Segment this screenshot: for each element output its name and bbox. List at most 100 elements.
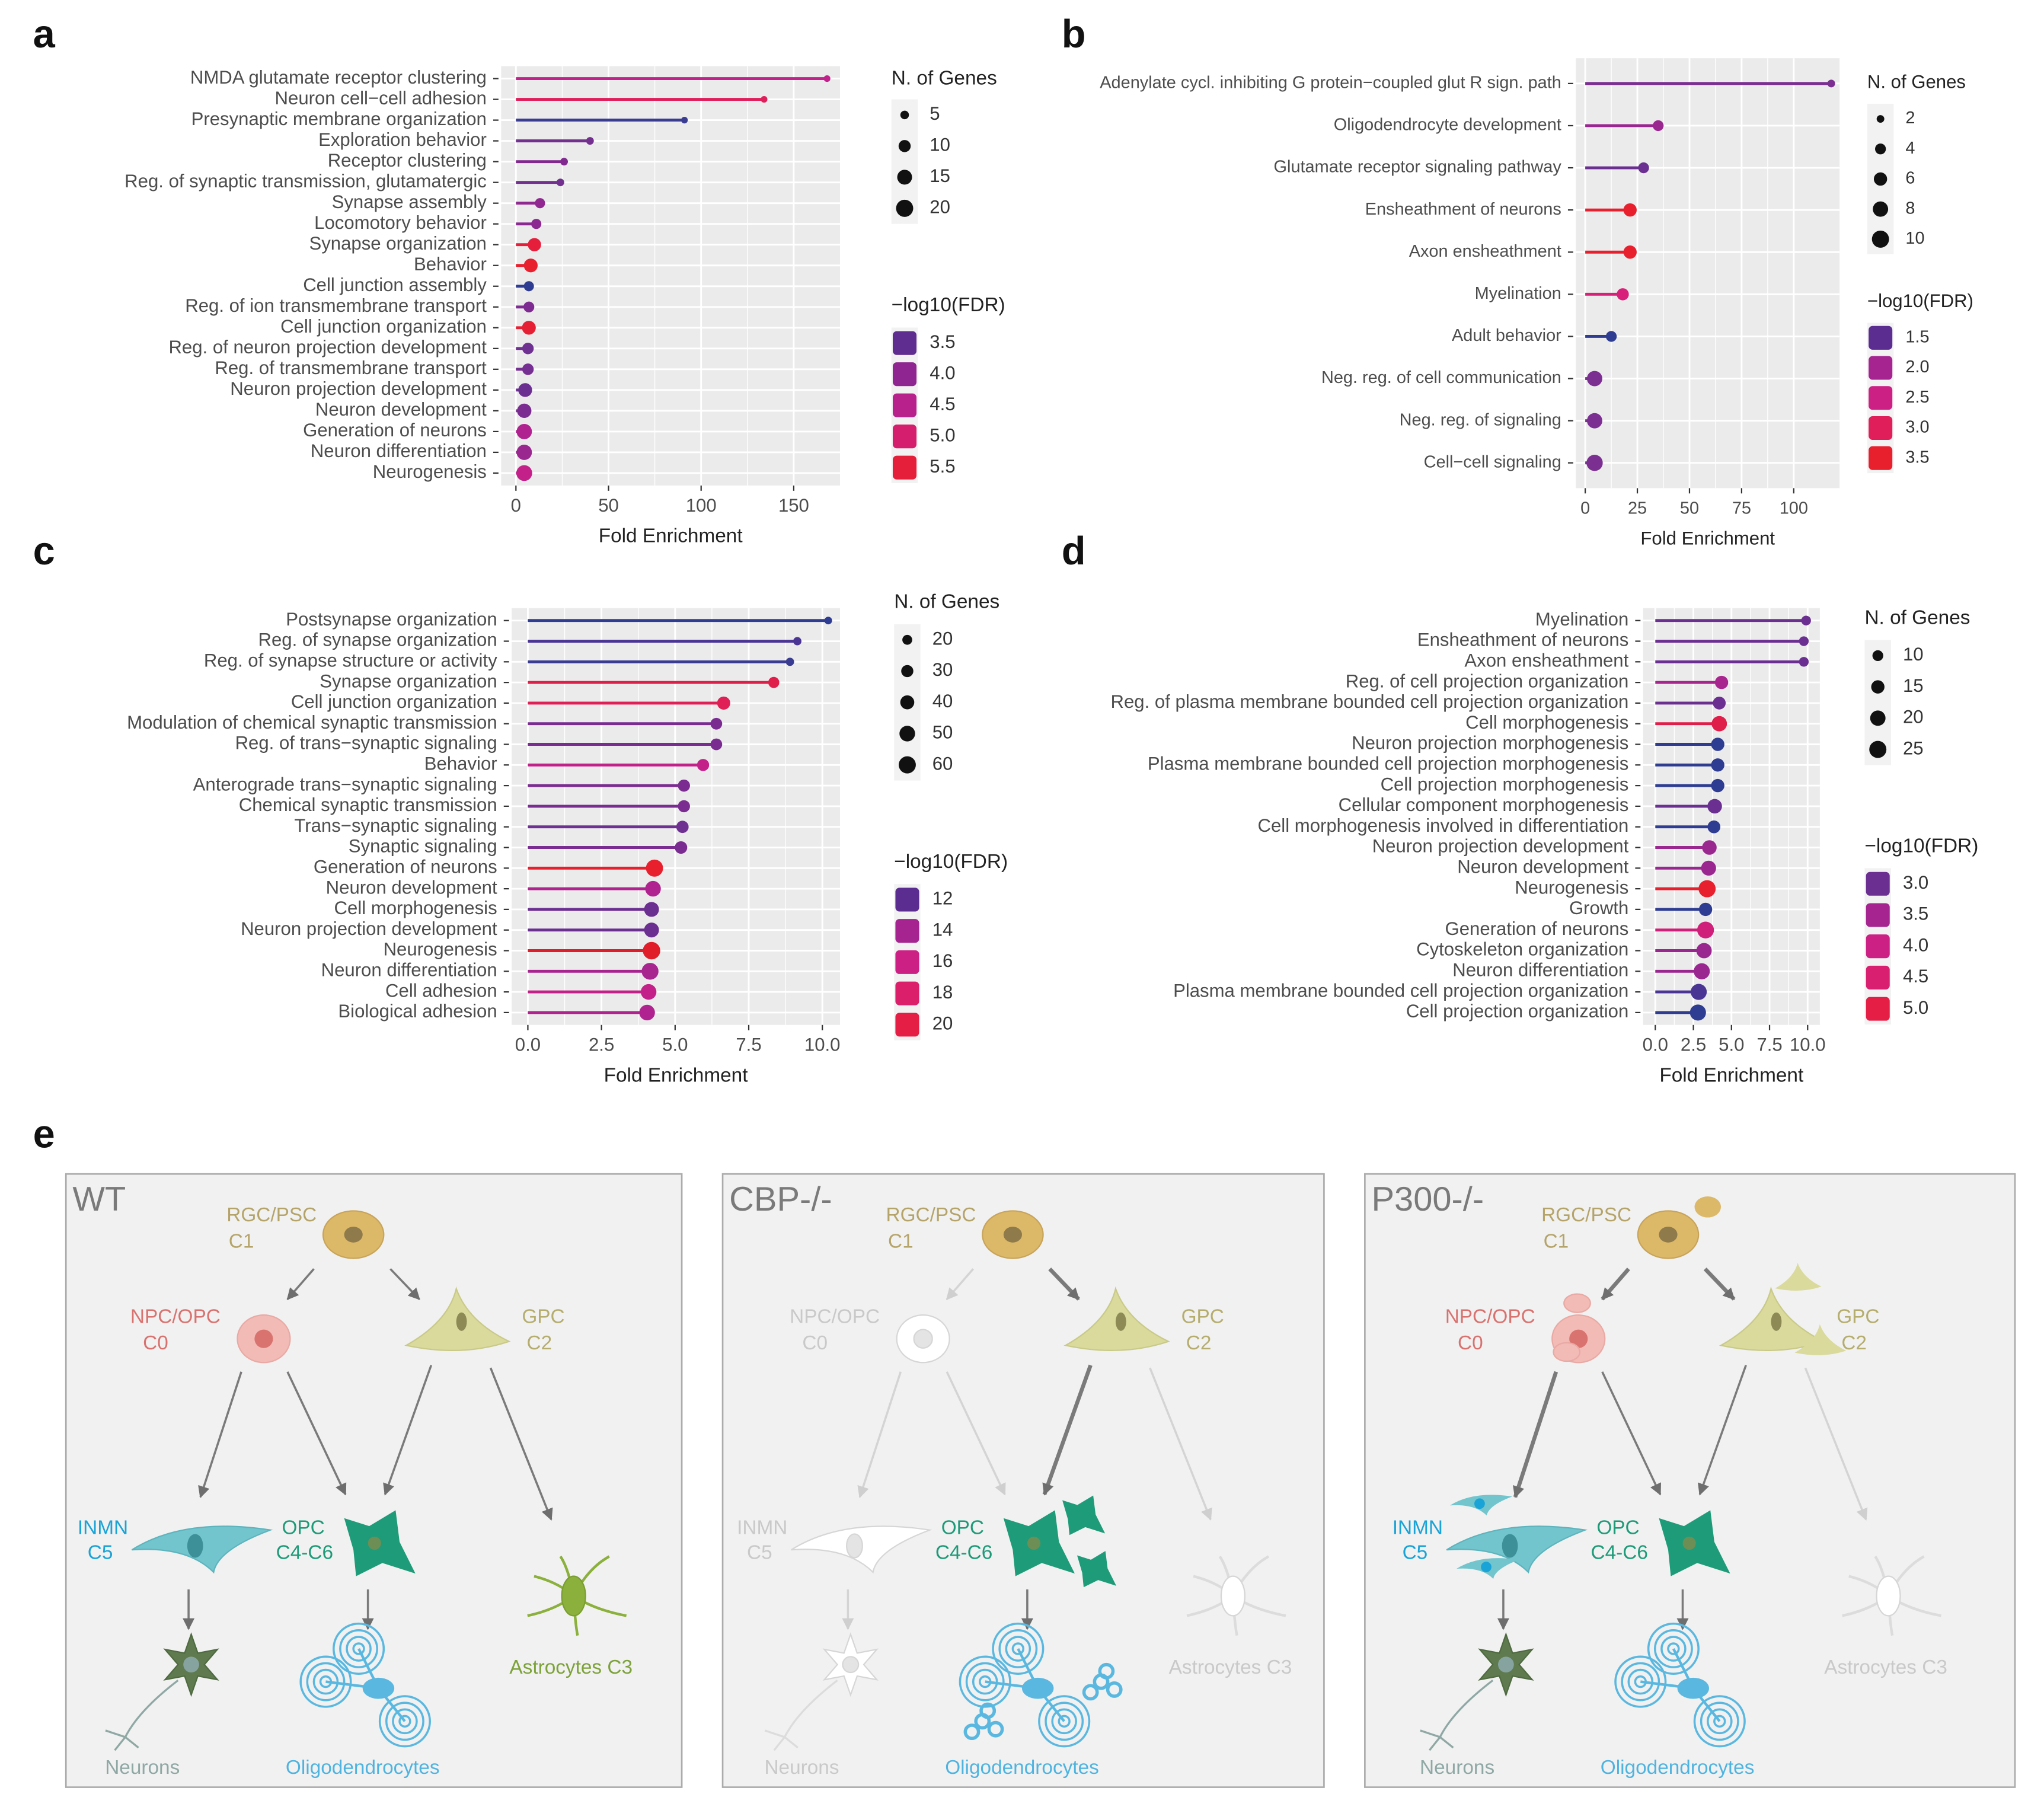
myelin-wrap bbox=[319, 1675, 333, 1688]
myelin-wrap bbox=[959, 1655, 1011, 1708]
category-label: Cell−cell signaling bbox=[1424, 452, 1561, 471]
size-legend-label: 15 bbox=[1903, 675, 1924, 696]
lollipop-dot bbox=[1702, 840, 1717, 855]
size-legend-label: 50 bbox=[932, 722, 953, 743]
cell-label: INMN bbox=[78, 1517, 128, 1538]
size-legend-label: 20 bbox=[930, 197, 950, 218]
astrocyte-cell bbox=[1876, 1575, 1901, 1617]
myelin-wrap bbox=[339, 1629, 378, 1668]
category-label: Cellular component morphogenesis bbox=[1339, 794, 1629, 815]
category-label: Reg. of trans−synaptic signaling bbox=[235, 733, 497, 754]
color-legend-key bbox=[1866, 965, 1890, 989]
x-tick-label: 10.0 bbox=[804, 1035, 841, 1055]
color-legend-label: 3.5 bbox=[1903, 904, 1928, 924]
nucleus bbox=[344, 1227, 363, 1243]
category-label: Modulation of chemical synaptic transmis… bbox=[127, 712, 497, 733]
lollipop-dot bbox=[518, 383, 532, 397]
lollipop-dot bbox=[793, 637, 801, 646]
category-label: Cell junction organization bbox=[280, 316, 487, 337]
arrow bbox=[489, 1367, 553, 1521]
panel-label: d bbox=[1062, 529, 1086, 573]
myelin-wrap bbox=[1700, 1702, 1739, 1741]
category-label: Neuron development bbox=[1457, 857, 1628, 877]
size-legend-label: 40 bbox=[932, 691, 953, 711]
color-legend-key bbox=[1866, 997, 1890, 1021]
cell-label: RGC/PSC bbox=[226, 1204, 317, 1226]
category-label: Neurogenesis bbox=[1515, 877, 1628, 898]
diagram-panel: CBP-/- RGC/PSC C1 NPC/OPC C0 GPC C2 INMN C5 OPC C4… bbox=[721, 1173, 1325, 1788]
color-legend-key bbox=[895, 1013, 919, 1037]
cell-label: RGC/PSC bbox=[1541, 1204, 1631, 1226]
arrow bbox=[857, 1371, 902, 1499]
oligo-cluster bbox=[979, 1702, 997, 1719]
color-legend-key bbox=[892, 331, 917, 355]
category-label: Trans−synaptic signaling bbox=[294, 815, 497, 836]
category-label: Exploration behavior bbox=[318, 129, 487, 150]
size-legend-label: 8 bbox=[1905, 199, 1915, 218]
panel-title: P300-/- bbox=[1371, 1180, 1484, 1218]
myelin-wrap bbox=[1660, 1636, 1687, 1662]
size-legend-label: 15 bbox=[930, 165, 950, 186]
category-label: Ensheathment of neurons bbox=[1365, 200, 1561, 219]
myelin-wrap bbox=[1614, 1655, 1667, 1708]
x-tick-label: 150 bbox=[778, 495, 809, 516]
category-label: Synaptic signaling bbox=[349, 836, 497, 857]
size-legend-label: 5 bbox=[930, 103, 940, 124]
diagram-panel: P300-/- RGC/PSC C1 NPC/OPC C0 GPC C2 INMN C5 OPC C… bbox=[1364, 1173, 2016, 1788]
lollipop-dot bbox=[639, 1004, 655, 1021]
category-label: Neuron projection development bbox=[241, 918, 497, 939]
oligo-cluster bbox=[1106, 1681, 1123, 1698]
cell-label: C1 bbox=[229, 1231, 254, 1253]
color-legend-key bbox=[895, 950, 919, 974]
myelin-wrap bbox=[312, 1668, 339, 1695]
lollipop-dot bbox=[1698, 902, 1713, 917]
x-tick-label: 0.0 bbox=[515, 1035, 541, 1055]
color-legend-label: 12 bbox=[932, 888, 953, 909]
x-tick-label: 0 bbox=[511, 495, 521, 516]
lollipop-dot bbox=[1707, 799, 1722, 814]
lollipop-dot bbox=[678, 779, 690, 792]
size-legend-label: 25 bbox=[1903, 738, 1924, 758]
color-legend-label: 1.5 bbox=[1905, 327, 1929, 346]
category-label: Neg. reg. of signaling bbox=[1400, 410, 1561, 429]
lollipop-dot bbox=[1799, 636, 1809, 646]
category-label: Neurogenesis bbox=[373, 461, 487, 482]
color-legend-label: 14 bbox=[932, 919, 953, 940]
lollipop-dot bbox=[1587, 413, 1602, 429]
category-label: Cell adhesion bbox=[385, 980, 497, 1001]
npc-cell bbox=[1553, 1342, 1581, 1362]
arrow bbox=[1601, 1371, 1662, 1496]
myelin-wrap bbox=[965, 1662, 1005, 1702]
size-legend-label: 10 bbox=[1903, 644, 1924, 665]
myelin-wrap bbox=[1011, 1642, 1025, 1655]
nucleus bbox=[187, 1534, 203, 1558]
myelin-wrap bbox=[333, 1622, 385, 1675]
lollipop-dot bbox=[1587, 371, 1602, 387]
lollipop-dot bbox=[1714, 675, 1729, 689]
lollipop-dot bbox=[1711, 738, 1724, 751]
category-label: Generation of neurons bbox=[314, 857, 497, 877]
astrocyte-cell bbox=[561, 1575, 586, 1617]
category-label: Generation of neurons bbox=[303, 420, 487, 440]
category-label: Neuron differentiation bbox=[1452, 960, 1628, 981]
color-legend-key bbox=[1869, 325, 1893, 350]
lollipop-dot bbox=[586, 137, 594, 145]
myelin-wrap bbox=[1627, 1668, 1654, 1695]
category-label: Adult behavior bbox=[1452, 326, 1561, 345]
category-label: Axon ensheathment bbox=[1409, 242, 1561, 261]
panel-label: b bbox=[1062, 12, 1086, 56]
lollipop-dot bbox=[678, 800, 690, 813]
color-legend-title: −log10(FDR) bbox=[1867, 291, 1973, 311]
x-tick-label: 0.0 bbox=[1643, 1035, 1668, 1055]
category-label: Neuron cell−cell adhesion bbox=[275, 88, 487, 108]
lollipop-dot bbox=[1801, 615, 1811, 625]
category-label: Synapse organization bbox=[320, 671, 497, 691]
size-legend-key bbox=[899, 726, 915, 742]
category-label: Reg. of plasma membrane bounded cell pro… bbox=[1111, 691, 1629, 712]
lollipop-dot bbox=[528, 238, 541, 251]
size-legend-title: N. of Genes bbox=[1864, 606, 1970, 628]
cell-label: Neurons bbox=[105, 1757, 180, 1779]
color-legend-key bbox=[1869, 446, 1893, 470]
category-label: Cell projection morphogenesis bbox=[1381, 774, 1629, 794]
